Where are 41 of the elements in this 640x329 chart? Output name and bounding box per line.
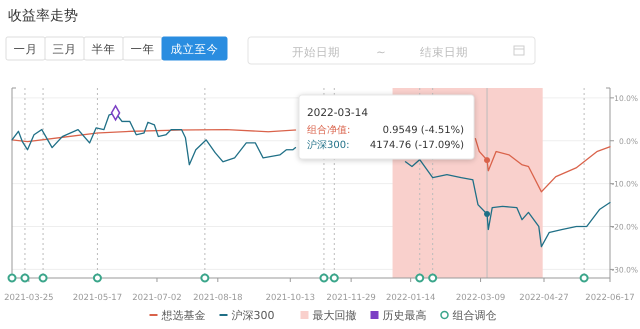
point bbox=[92, 274, 102, 282]
x-tick-label: 2022-04-27 bbox=[519, 293, 569, 303]
annotation: 0.9549 (-4.51%) bbox=[382, 125, 464, 136]
annotation: 组合净值: bbox=[307, 124, 350, 136]
point bbox=[484, 211, 490, 218]
point bbox=[8, 274, 16, 282]
text: 一年 bbox=[130, 42, 154, 56]
legend-label: 沪深300 bbox=[232, 309, 274, 322]
legend-label: 历史最高 bbox=[382, 309, 426, 322]
annotation: 沪深300: bbox=[307, 139, 350, 151]
point bbox=[415, 274, 424, 282]
x-tick-label: 2021-05-17 bbox=[72, 293, 122, 303]
x-tick-label: 2022-01-14 bbox=[386, 293, 436, 303]
legend-label: 最大回撤 bbox=[312, 309, 356, 322]
text: 一月 bbox=[14, 42, 38, 56]
text: 三月 bbox=[52, 42, 76, 56]
x-tick-label: 2022-03-09 bbox=[456, 293, 506, 303]
annotation: 2022-03-14 bbox=[307, 107, 368, 119]
text: 结束日期 bbox=[420, 45, 468, 59]
annotation: 4174.76 (-17.09%) bbox=[370, 140, 464, 151]
x-tick-label: 2021-08-18 bbox=[193, 293, 243, 303]
point bbox=[38, 274, 48, 282]
point bbox=[330, 274, 339, 282]
legend-label: 组合调仓 bbox=[452, 309, 496, 322]
x-tick-label: 2021-10-13 bbox=[266, 293, 315, 303]
point bbox=[319, 274, 328, 282]
point bbox=[428, 274, 438, 282]
text: 半年 bbox=[92, 42, 116, 56]
x-tick-label: 2021-11-29 bbox=[326, 293, 376, 303]
point bbox=[20, 274, 30, 282]
point bbox=[200, 274, 210, 282]
text: 开始日期 bbox=[292, 45, 340, 59]
x-tick-label: 2021-03-25 bbox=[4, 293, 54, 303]
text: 收益率走势 bbox=[8, 8, 78, 24]
legend-label: 想选基金 bbox=[160, 309, 206, 322]
x-tick-label: 2021-07-02 bbox=[132, 293, 182, 303]
text: 成立至今 bbox=[170, 42, 218, 56]
point bbox=[580, 274, 589, 282]
x-tick-label: 2022-06-17 bbox=[585, 293, 635, 303]
point bbox=[484, 157, 490, 164]
text: ~ bbox=[376, 45, 386, 59]
